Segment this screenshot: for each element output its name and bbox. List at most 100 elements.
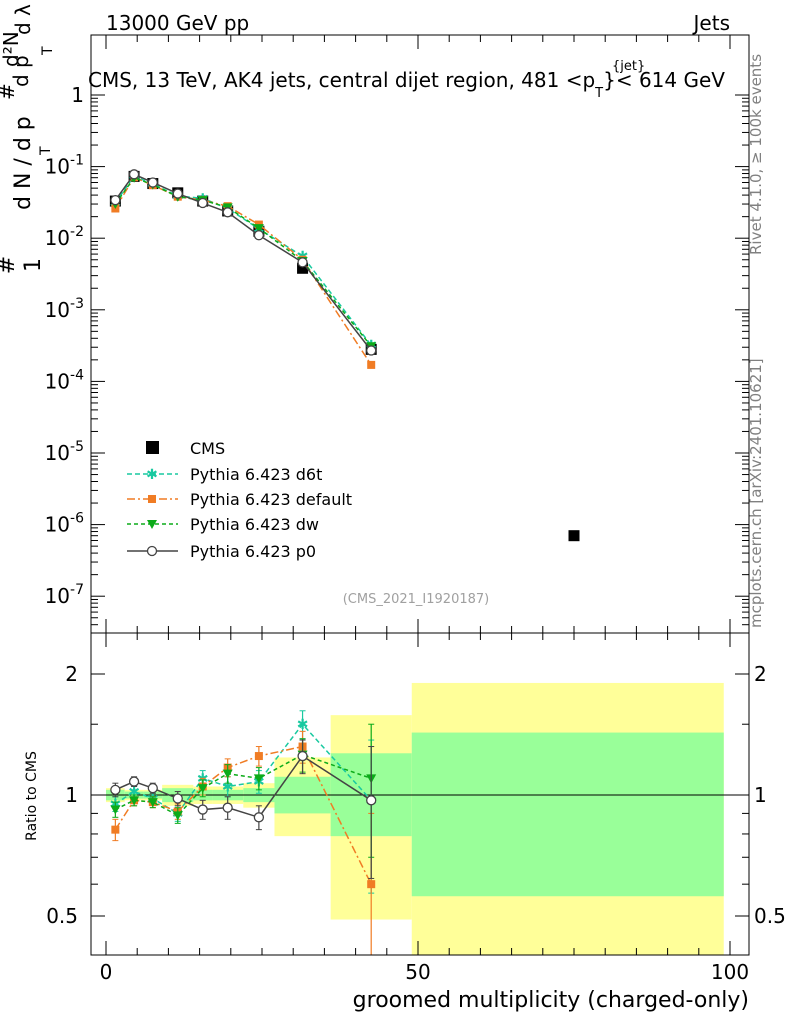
legend: CMS ✱ Pythia 6.423 d6t Pythia 6.423 defa… bbox=[127, 439, 352, 561]
y-tick-label: 10-2 bbox=[45, 224, 84, 250]
data-marker bbox=[128, 169, 140, 180]
x-tick-label: 50 bbox=[405, 960, 430, 984]
data-marker bbox=[366, 795, 377, 806]
analysis-id: (CMS_2021_I1920187) bbox=[343, 592, 490, 607]
plot-title-end: }< 614 GeV bbox=[603, 68, 725, 92]
y-label-hash1: # bbox=[0, 256, 20, 274]
data-marker bbox=[253, 812, 265, 823]
y-label-t1: T bbox=[38, 146, 54, 156]
y-tick-label: 10-7 bbox=[45, 582, 84, 608]
legend-d6t-label: Pythia 6.423 d6t bbox=[190, 465, 322, 484]
y-tick-label: 10-1 bbox=[45, 153, 84, 179]
ratio-y-tick-label-right: 1 bbox=[754, 783, 767, 807]
y-tick-label: 10-4 bbox=[45, 367, 85, 393]
data-marker bbox=[297, 750, 308, 762]
header-left: 13000 GeV pp bbox=[106, 11, 249, 35]
series-line bbox=[114, 176, 372, 347]
ratio-y-tick-label-right: 0.5 bbox=[754, 904, 786, 928]
y-tick-label: 10-3 bbox=[45, 296, 84, 322]
series-line bbox=[114, 176, 372, 366]
series-line bbox=[114, 173, 372, 351]
legend-p0-label: Pythia 6.423 p0 bbox=[190, 542, 316, 561]
x-axis-label: groomed multiplicity (charged-only) bbox=[353, 988, 749, 1013]
data-marker bbox=[147, 177, 158, 188]
data-marker bbox=[367, 880, 376, 889]
data-marker bbox=[110, 784, 121, 795]
data-marker bbox=[111, 825, 120, 834]
ratio-y-tick-label-right: 2 bbox=[754, 662, 767, 686]
data-marker bbox=[197, 804, 208, 815]
data-marker bbox=[253, 774, 264, 784]
data-marker bbox=[128, 776, 140, 787]
legend-p0-marker bbox=[146, 545, 158, 557]
y-label-t2: T bbox=[40, 46, 56, 56]
data-marker bbox=[110, 194, 121, 206]
data-marker bbox=[172, 793, 183, 804]
plot-title: CMS, 13 TeV, AK4 jets, central dijet reg… bbox=[88, 68, 725, 101]
series-dw bbox=[110, 173, 377, 352]
data-marker bbox=[297, 257, 308, 268]
data-marker bbox=[172, 811, 183, 821]
uncertainty-band-inner bbox=[411, 732, 724, 897]
ratio-y-tick-label: 2 bbox=[65, 662, 78, 686]
ratio-series-p0 bbox=[110, 739, 377, 879]
y-tick-label: 1 bbox=[71, 83, 84, 107]
data-marker bbox=[222, 769, 233, 779]
legend-default-marker bbox=[148, 495, 156, 503]
y-tick-label: 10-5 bbox=[45, 439, 84, 465]
x-tick-label: 100 bbox=[711, 960, 749, 984]
series-default bbox=[111, 173, 376, 369]
y-tick-label: 10-6 bbox=[45, 511, 85, 537]
legend-cms-label: CMS bbox=[190, 439, 225, 458]
y-label-d2n: d²N bbox=[0, 31, 23, 67]
series-line bbox=[114, 175, 372, 346]
y-label-dn: d N / d p bbox=[11, 116, 36, 210]
ratio-y-tick-label: 1 bbox=[65, 783, 78, 807]
plot-title-main: CMS, 13 TeV, AK4 jets, central dijet reg… bbox=[88, 68, 595, 92]
series-d6t: ✱✱✱✱✱✱✱✱✱ bbox=[109, 169, 377, 354]
data-marker: ✱ bbox=[297, 717, 309, 733]
cms-data-point bbox=[297, 262, 309, 274]
plot-title-sub: T bbox=[594, 86, 603, 101]
data-marker bbox=[253, 224, 264, 234]
data-marker bbox=[110, 805, 121, 815]
cms-data-point bbox=[568, 530, 580, 542]
data-marker bbox=[222, 207, 233, 218]
data-marker bbox=[197, 197, 208, 209]
data-marker bbox=[197, 784, 208, 794]
ratio-plot-frame bbox=[90, 632, 750, 956]
data-marker bbox=[367, 360, 376, 369]
data-marker bbox=[147, 798, 158, 808]
main-series: ✱✱✱✱✱✱✱✱✱ bbox=[109, 169, 580, 542]
data-marker bbox=[147, 783, 158, 794]
legend-default-label: Pythia 6.423 default bbox=[190, 490, 352, 509]
ratio-line bbox=[115, 753, 372, 817]
y-label-dpt: d p bbox=[9, 55, 33, 87]
mcplots-label: mcplots.cern.ch [arXiv:2401.10621] bbox=[747, 358, 765, 628]
data-marker: ✱ bbox=[128, 785, 140, 801]
ratio-y-ticks: 0.5 0.5 1 1 2 2 bbox=[46, 662, 786, 928]
x-tick-label: 0 bbox=[100, 960, 113, 984]
legend-d6t-marker: ✱ bbox=[146, 467, 158, 483]
data-marker bbox=[254, 752, 263, 761]
header-right: Jets bbox=[692, 11, 730, 35]
data-marker bbox=[366, 345, 377, 356]
main-y-ticks: 1 10-1 10-2 10-3 10-4 10-5 10-6 10-7 bbox=[45, 83, 749, 626]
data-marker bbox=[222, 802, 233, 813]
y-label-dl: d λ bbox=[11, 4, 35, 35]
data-marker bbox=[129, 796, 140, 806]
y-label-hash2: # bbox=[0, 83, 19, 100]
rivet-label: Rivet 4.1.0, ≥ 100k events bbox=[747, 54, 765, 255]
series-p0 bbox=[110, 169, 377, 356]
legend-dw-label: Pythia 6.423 dw bbox=[190, 515, 319, 534]
y-label-one: 1 bbox=[21, 258, 46, 272]
legend-cms-marker bbox=[146, 441, 159, 454]
main-y-label: 1 # d N / d p T # d p d²N T d λ bbox=[0, 4, 56, 274]
data-marker bbox=[172, 188, 183, 199]
ratio-plot-panel: ✱✱✱✱✱✱✱✱✱ 0.5 0.5 1 1 2 2 0 50 100 bbox=[46, 35, 786, 984]
ratio-bands bbox=[106, 682, 724, 955]
data-marker: ✱ bbox=[222, 779, 234, 795]
ratio-y-label: Ratio to CMS bbox=[24, 751, 40, 841]
ratio-y-tick-label: 0.5 bbox=[46, 904, 78, 928]
